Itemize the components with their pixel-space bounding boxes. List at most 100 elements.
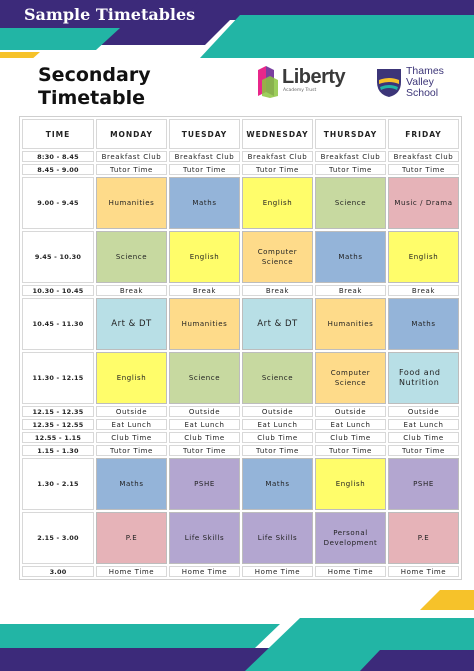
cell-wednesday: Eat Lunch (242, 419, 313, 430)
cell-thursday: Science (315, 177, 386, 229)
cell-thursday: Break (315, 285, 386, 296)
table-row: 8.45 - 9.00 Tutor Time Tutor Time Tutor Tim… (22, 164, 459, 175)
tvs-logo: Thames Valley School (376, 66, 466, 102)
cell-monday: Science (96, 231, 167, 283)
table-row: 12.15 - 12.35 Outside Outside Outside Outsid… (22, 406, 459, 417)
time-cell: 8:30 - 8.45 (22, 151, 94, 162)
header-time: TIME (22, 119, 94, 149)
header-wednesday: WEDNESDAY (242, 119, 313, 149)
liberty-subtitle: Academy Trust (283, 88, 317, 93)
cell-thursday: Personal Development (315, 512, 386, 564)
tvs-line1: Thames (406, 65, 444, 77)
time-cell: 12.15 - 12.35 (22, 406, 94, 417)
time-cell: 1.15 - 1.30 (22, 445, 94, 456)
cell-friday: Home Time (388, 566, 459, 577)
footer-banner (0, 590, 474, 671)
cell-tuesday: PSHE (169, 458, 240, 510)
cell-tuesday: Breakfast Club (169, 151, 240, 162)
cell-friday: PSHE (388, 458, 459, 510)
time-cell: 12.55 - 1.15 (22, 432, 94, 443)
cell-thursday: Eat Lunch (315, 419, 386, 430)
page-title: Secondary Timetable (38, 64, 168, 110)
table-row: 12.55 - 1.15 Club Time Club Time Club Time C… (22, 432, 459, 443)
cell-monday: Humanities (96, 177, 167, 229)
table-row: 2.15 - 3.00 P.E Life Skills Life Skills Pers… (22, 512, 459, 564)
cell-tuesday: Outside (169, 406, 240, 417)
cell-tuesday: Break (169, 285, 240, 296)
cell-friday: Music / Drama (388, 177, 459, 229)
cell-wednesday: Outside (242, 406, 313, 417)
cell-thursday: Home Time (315, 566, 386, 577)
tvs-line2: Valley (406, 76, 434, 88)
cell-monday: Tutor Time (96, 164, 167, 175)
banner-title: Sample Timetables (24, 5, 196, 24)
cell-wednesday: Tutor Time (242, 445, 313, 456)
cell-tuesday: Club Time (169, 432, 240, 443)
time-cell: 9.00 - 9.45 (22, 177, 94, 229)
page-title-line1: Secondary (38, 64, 151, 86)
cell-friday: Tutor Time (388, 164, 459, 175)
liberty-mark-icon (258, 66, 278, 98)
cell-thursday: Humanities (315, 298, 386, 350)
cell-monday: Club Time (96, 432, 167, 443)
cell-thursday: Maths (315, 231, 386, 283)
cell-wednesday: Maths (242, 458, 313, 510)
time-cell: 12.35 - 12.55 (22, 419, 94, 430)
cell-wednesday: English (242, 177, 313, 229)
timetable: TIME MONDAY TUESDAY WEDNESDAY THURSDAY F… (19, 116, 462, 580)
cell-tuesday: Eat Lunch (169, 419, 240, 430)
time-cell: 1.30 - 2.15 (22, 458, 94, 510)
cell-tuesday: Life Skills (169, 512, 240, 564)
time-cell: 10.45 - 11.30 (22, 298, 94, 350)
tvs-shield-icon (377, 69, 401, 97)
footer-shapes (0, 590, 474, 671)
table-row: 8:30 - 8.45 Breakfast Club Breakfast Club B… (22, 151, 459, 162)
cell-friday: Breakfast Club (388, 151, 459, 162)
time-cell: 11.30 - 12.15 (22, 352, 94, 404)
table-row: 9.00 - 9.45 Humanities Maths English Science… (22, 177, 459, 229)
header-banner: Sample Timetables (0, 0, 474, 58)
cell-monday: Art & DT (96, 298, 167, 350)
cell-friday: Outside (388, 406, 459, 417)
cell-tuesday: Home Time (169, 566, 240, 577)
cell-monday: Outside (96, 406, 167, 417)
time-cell: 8.45 - 9.00 (22, 164, 94, 175)
cell-friday: Food and Nutrition (388, 352, 459, 404)
cell-friday: Maths (388, 298, 459, 350)
cell-monday: P.E (96, 512, 167, 564)
cell-monday: English (96, 352, 167, 404)
time-cell: 2.15 - 3.00 (22, 512, 94, 564)
page-title-line2: Timetable (38, 87, 146, 109)
cell-monday: Break (96, 285, 167, 296)
header-thursday: THURSDAY (315, 119, 386, 149)
cell-thursday: Club Time (315, 432, 386, 443)
time-cell: 10.30 - 10.45 (22, 285, 94, 296)
table-row: 11.30 - 12.15 English Science Science Comput… (22, 352, 459, 404)
cell-thursday: English (315, 458, 386, 510)
liberty-name: Liberty (282, 66, 346, 88)
table-row: 10.45 - 11.30 Art & DT Humanities Art & DT H… (22, 298, 459, 350)
cell-tuesday: Maths (169, 177, 240, 229)
cell-friday: English (388, 231, 459, 283)
cell-wednesday: Life Skills (242, 512, 313, 564)
cell-friday: Break (388, 285, 459, 296)
cell-thursday: Computer Science (315, 352, 386, 404)
cell-monday: Home Time (96, 566, 167, 577)
cell-wednesday: Science (242, 352, 313, 404)
cell-friday: Eat Lunch (388, 419, 459, 430)
table-row: 1.15 - 1.30 Tutor Time Tutor Time Tutor Tim… (22, 445, 459, 456)
table-row: 10.30 - 10.45 Break Break Break Break Break (22, 285, 459, 296)
cell-thursday: Tutor Time (315, 164, 386, 175)
cell-friday: Tutor Time (388, 445, 459, 456)
liberty-logo: Liberty Academy Trust (256, 66, 356, 98)
header-tuesday: TUESDAY (169, 119, 240, 149)
cell-wednesday: Tutor Time (242, 164, 313, 175)
time-cell: 9.45 - 10.30 (22, 231, 94, 283)
cell-friday: P.E (388, 512, 459, 564)
banner-shapes (0, 0, 474, 58)
cell-tuesday: Tutor Time (169, 445, 240, 456)
table-row: 12.35 - 12.55 Eat Lunch Eat Lunch Eat Lunch… (22, 419, 459, 430)
cell-wednesday: Club Time (242, 432, 313, 443)
tvs-name: Thames Valley School (406, 66, 444, 99)
cell-wednesday: Breakfast Club (242, 151, 313, 162)
